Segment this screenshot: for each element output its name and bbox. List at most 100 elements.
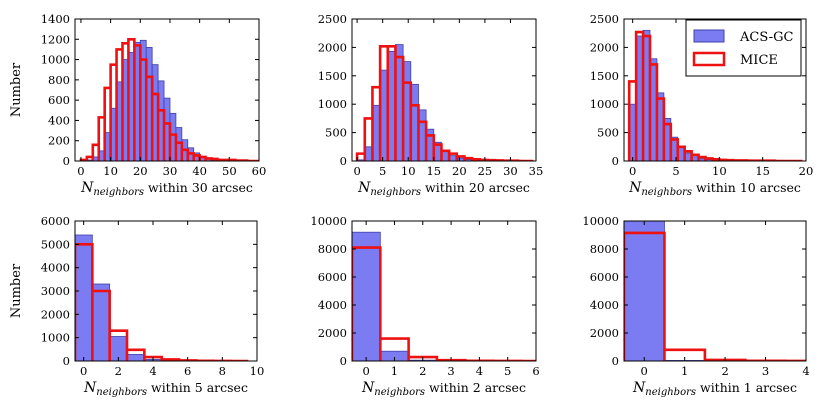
legend-label-acs-gc: ACS-GC — [739, 30, 793, 45]
y-tick-label: 0 — [63, 154, 70, 168]
x-axis-label-symbol: N — [83, 380, 97, 396]
bar-acs-gc — [624, 221, 665, 361]
x-axis-label-subscript: neighbors — [96, 387, 147, 398]
x-tick-label: 10 — [250, 364, 265, 378]
x-tick-label: 2 — [419, 364, 426, 378]
x-tick-label: 1 — [681, 364, 688, 378]
axes-frame — [351, 18, 537, 162]
x-tick-label: 25 — [478, 164, 493, 178]
x-axis-label-symbol: N — [357, 180, 371, 196]
y-tick-label: 2000 — [590, 326, 619, 340]
axes-frame — [74, 18, 260, 162]
axes-frame — [623, 220, 807, 362]
x-axis-label-subscript: neighbors — [370, 187, 421, 198]
panel-neighbors-20-arcsec: 0 5 10 15 20 25 30 35 0 500 1000 1500 2000 2500 Nneigh… — [318, 12, 544, 198]
x-tick-label: 15 — [755, 164, 770, 178]
x-tick-label: 10 — [712, 164, 727, 178]
y-tick-label: 5000 — [41, 237, 70, 251]
x-tick-label: 10 — [401, 164, 416, 178]
legend: ACS-GC MICE — [685, 19, 802, 77]
y-tick-label: 8000 — [590, 242, 619, 256]
x-axis-label-suffix: within 20 arcsec — [421, 180, 530, 195]
y-tick-label: 4000 — [590, 298, 619, 312]
x-tick-label: 3 — [447, 364, 454, 378]
x-tick-label: 30 — [503, 164, 518, 178]
plot-area — [79, 37, 259, 161]
y-tick-label: 10000 — [310, 214, 347, 228]
x-axis-label: Nneighbors within 30 arcsec — [80, 180, 253, 198]
x-tick-label: 20 — [452, 164, 467, 178]
y-tick-label: 1200 — [41, 32, 70, 46]
panel-neighbors-10-arcsec: 0 5 10 15 20 0 500 1000 1500 2000 2500 Nneighbors w… — [590, 12, 814, 198]
plot-area — [75, 234, 249, 361]
y-tick-label: 4000 — [318, 298, 347, 312]
x-tick-label: 40 — [192, 164, 207, 178]
x-axis-label-suffix: within 1 arcsec — [696, 380, 797, 395]
plot-area — [352, 231, 536, 361]
step-line-mice — [352, 246, 536, 361]
x-axis-label-suffix: within 30 arcsec — [144, 180, 253, 195]
x-axis-label-subscript: neighbors — [374, 387, 425, 398]
x-tick-label: 0 — [80, 364, 87, 378]
x-tick-label: 20 — [799, 164, 814, 178]
x-tick-label: 1 — [391, 364, 398, 378]
panel-neighbors-1-arcsec: 0 1 2 3 4 0 2000 4000 6000 8000 10000 Nneighbors wi… — [582, 214, 809, 398]
y-tick-label: 800 — [48, 73, 70, 87]
panel-neighbors-2-arcsec: 0 1 2 3 4 5 6 0 2000 4000 6000 8000 10000 Nneighbors … — [310, 214, 539, 398]
x-tick-label: 20 — [133, 164, 148, 178]
y-tick-label: 8000 — [318, 242, 347, 256]
y-tick-label: 10000 — [582, 214, 619, 228]
axes-frame — [623, 18, 807, 162]
y-tick-label: 6000 — [318, 270, 347, 284]
x-axis-label: Nneighbors within 5 arcsec — [83, 380, 248, 398]
y-tick-label: 500 — [325, 126, 347, 140]
x-tick-label: 10 — [103, 164, 118, 178]
x-axis-label-subscript: neighbors — [93, 187, 144, 198]
x-axis-label: Nneighbors within 20 arcsec — [357, 180, 530, 198]
y-tick-label: 0 — [63, 354, 70, 368]
legend-swatch-mice — [692, 51, 726, 67]
y-tick-label: 2000 — [590, 40, 619, 54]
y-tick-label: 0 — [340, 354, 347, 368]
y-axis-label: Number — [9, 62, 24, 117]
y-tick-label: 1000 — [41, 331, 70, 345]
y-tick-label: 200 — [48, 134, 70, 148]
x-tick-label: 0 — [629, 164, 636, 178]
legend-label-mice: MICE — [740, 53, 778, 68]
x-tick-label: 6 — [184, 364, 191, 378]
x-axis-label-symbol: N — [632, 380, 646, 396]
x-axis-label-suffix: within 5 arcsec — [147, 380, 248, 395]
x-axis-label-subscript: neighbors — [645, 387, 696, 398]
x-tick-label: 50 — [222, 164, 237, 178]
x-tick-label: 5 — [504, 364, 511, 378]
panel-neighbors-30-arcsec: 0 10 20 30 40 50 600200400600800100012001400Nn… — [9, 12, 266, 198]
x-axis-label-symbol: N — [628, 180, 642, 196]
y-tick-label: 2000 — [41, 307, 70, 321]
y-tick-label: 1400 — [41, 12, 70, 26]
x-tick-label: 4 — [149, 364, 156, 378]
y-tick-label: 1000 — [41, 53, 70, 67]
axes-frame — [351, 220, 537, 362]
x-tick-label: 0 — [353, 164, 360, 178]
plot-area — [355, 44, 534, 161]
y-tick-label: 4000 — [41, 261, 70, 275]
y-tick-label: 1000 — [318, 97, 347, 111]
x-tick-label: 4 — [802, 364, 809, 378]
x-tick-label: 2 — [115, 364, 122, 378]
x-tick-label: 6 — [532, 364, 539, 378]
y-tick-label: 6000 — [41, 214, 70, 228]
bar-acs-gc — [126, 354, 145, 361]
x-tick-label: 5 — [379, 164, 386, 178]
x-tick-label: 5 — [672, 164, 679, 178]
y-tick-label: 0 — [612, 354, 619, 368]
x-axis-label-subscript: neighbors — [641, 187, 692, 198]
plot-area — [624, 221, 806, 361]
bar-acs-gc — [91, 283, 111, 361]
y-tick-label: 500 — [597, 126, 619, 140]
legend-frame — [685, 19, 802, 77]
x-tick-label: 35 — [529, 164, 544, 178]
y-tick-label: 0 — [612, 154, 619, 168]
y-tick-label: 2000 — [318, 326, 347, 340]
x-tick-label: 15 — [426, 164, 441, 178]
